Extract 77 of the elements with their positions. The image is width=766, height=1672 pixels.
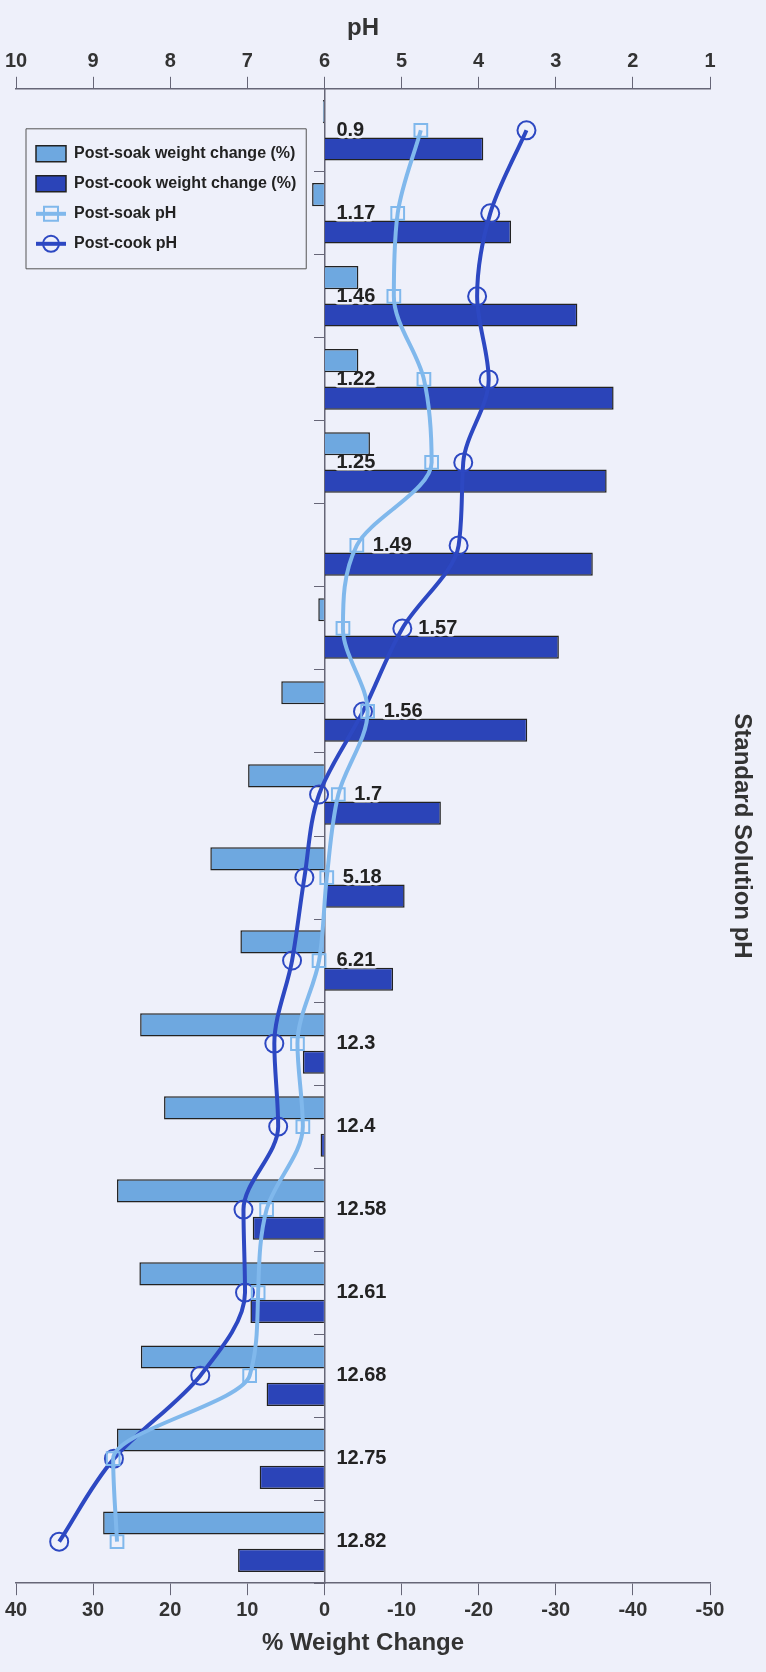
point [295,1119,311,1134]
x2-tick-label: 5 [395,49,408,72]
x2-tick-label: 9 [87,49,99,72]
point [335,621,351,636]
x2-tick-label: 10 [4,49,28,72]
x-tick-label: 10 [236,1597,259,1620]
point [259,1202,274,1217]
point [467,286,488,307]
y-tick-label: 1.22 [336,366,376,389]
point [294,867,315,888]
point [319,870,335,885]
x-tick-label: -40 [618,1597,648,1620]
point [49,1531,70,1552]
y-tick-label: 1.57 [418,615,458,638]
legend-label: Post-soak pH [74,204,177,222]
x2-tick-label: 7 [241,49,253,72]
y-tick-label: 1.7 [354,782,383,804]
point [416,372,432,387]
x-axis-title: % Weight Change [261,1628,465,1656]
point [268,1116,289,1137]
y-tick-label: 12.4 [336,1114,377,1137]
point [290,1036,305,1051]
point [349,538,365,553]
y-tick-label: 12.3 [336,1031,376,1054]
x2-tick-label: 8 [164,49,176,72]
point [386,288,402,304]
legend-label: Post-cook pH [74,234,178,252]
legend-label: Post-cook weight change (%) [74,174,297,192]
y-tick-label: 1.46 [336,283,376,306]
x-tick-label: -20 [464,1597,494,1620]
x2-tick-label: 3 [550,49,562,72]
point [516,120,537,141]
point [392,618,413,639]
x2-tick-label: 4 [473,49,486,72]
y-tick-label: 12.68 [336,1363,387,1386]
point [242,1368,258,1384]
x-tick-label: -10 [387,1597,417,1620]
x-tick-label: -30 [541,1597,571,1620]
point [453,452,474,473]
point [250,1285,266,1300]
point [190,1365,211,1386]
y-tick-label: 6.21 [336,948,376,971]
point [330,787,346,802]
x-tick-label: 30 [81,1597,105,1620]
y-tick-label: 1.56 [383,698,423,721]
x-tick-label: 40 [4,1597,28,1620]
x2-axis-title: pH [347,13,379,41]
x2-tick-label: 1 [704,49,716,72]
point [309,784,330,805]
y-tick-label: 12.75 [336,1446,387,1469]
y-tick-label: 12.82 [336,1529,387,1552]
y-tick-label: 1.17 [336,200,376,223]
point [235,1282,256,1303]
y-tick-label: 0.9 [336,117,365,140]
point [480,203,501,224]
point [311,953,327,968]
point [413,122,429,138]
point [282,950,303,971]
x-tick-label: 0 [318,1597,331,1620]
point [448,535,469,556]
x-tick-label: -50 [695,1597,725,1620]
point [353,701,373,722]
legend-label: Post-soak weight change (%) [74,144,296,162]
x2-tick-label: 2 [627,49,639,72]
point [233,1199,254,1220]
x-tick-label: 20 [159,1597,182,1620]
point [390,205,406,221]
point [109,1534,125,1550]
y-tick-label: 12.61 [336,1280,387,1303]
point [424,455,439,470]
y-axis-title: Standard Solution pH [730,713,758,959]
y-tick-label: 12.58 [336,1197,387,1220]
point [264,1033,285,1054]
y-tick-label: 5.18 [342,865,382,888]
x2-tick-label: 6 [318,49,331,72]
point [478,369,499,390]
y-tick-label: 1.49 [372,532,412,555]
